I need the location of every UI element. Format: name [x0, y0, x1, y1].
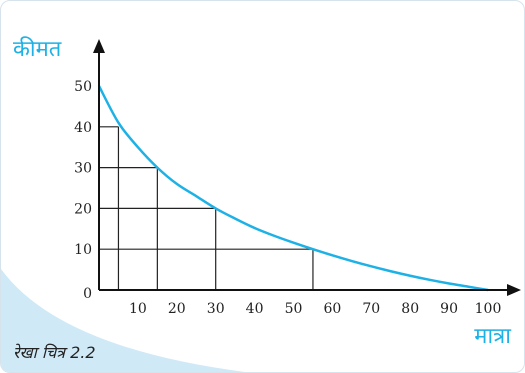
step-rectangles [99, 126, 314, 290]
x-axis-title: मात्रा [474, 324, 511, 349]
x-tick-label: 50 [285, 301, 303, 317]
y-tick-label: 30 [74, 161, 92, 177]
x-tick-label: 90 [440, 301, 458, 317]
x-tick-label: 20 [168, 301, 186, 317]
x-tick-label: 80 [401, 301, 419, 317]
corner-wash [1, 269, 246, 372]
figure-caption: रेखा चित्र 2.2 [13, 343, 96, 362]
y-tick-label: 20 [74, 201, 92, 217]
x-tick-label: 70 [362, 301, 380, 317]
demand-curve [97, 85, 489, 292]
y-tick-label: 50 [74, 79, 92, 95]
x-tick-label: 40 [246, 301, 264, 317]
x-axis-arrow [507, 284, 521, 296]
y-axis-title: कीमत [13, 36, 62, 62]
x-tick-label: 10 [129, 301, 147, 317]
axes [93, 39, 521, 296]
x-tick-labels: 10 20 30 40 50 60 70 80 90 100 [129, 301, 501, 317]
y-tick-label: 40 [74, 120, 92, 136]
x-tick-label: 100 [475, 301, 502, 317]
y-tick-label: 10 [74, 242, 92, 258]
origin-label: 0 [83, 286, 92, 302]
y-axis-arrow [93, 39, 105, 53]
x-tick-label: 60 [323, 301, 341, 317]
x-tick-label: 30 [207, 301, 225, 317]
y-tick-labels: 10 20 30 40 50 [74, 79, 92, 258]
